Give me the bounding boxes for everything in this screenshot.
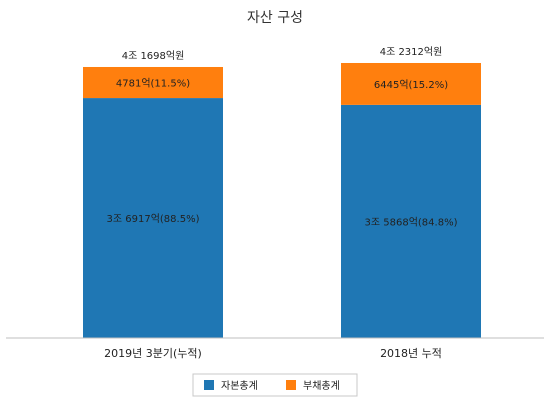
- segment-label-liabilities-1: 6445억(15.2%): [374, 79, 448, 91]
- bar-segment-liabilities-1[interactable]: [341, 62, 481, 105]
- legend-swatch-equity[interactable]: [204, 380, 214, 390]
- bar-segment-liabilities-0[interactable]: [83, 66, 223, 99]
- legend-label-liabilities[interactable]: 부채총계: [303, 380, 340, 392]
- bar-segment-equity-1[interactable]: [341, 104, 481, 338]
- category-labels: 2019년 3분기(누적) 2018년 누적: [104, 347, 442, 360]
- chart-title: 자산 구성: [247, 10, 303, 26]
- legend-box: [192, 373, 358, 397]
- segment-label-liabilities-0: 4781억(11.5%): [116, 78, 190, 90]
- legend[interactable]: 자본총계 부채총계: [192, 373, 358, 397]
- labels-layer: 3조 6917억(88.5%) 4781억(11.5%) 4조 1698억원 3조 5…: [107, 46, 458, 228]
- category-label-0: 2019년 3분기(누적): [104, 347, 202, 360]
- category-label-1: 2018년 누적: [380, 347, 442, 360]
- legend-label-equity[interactable]: 자본총계: [221, 380, 258, 392]
- total-label-0: 4조 1698억원: [122, 50, 185, 62]
- bar-segment-equity-0[interactable]: [83, 98, 223, 338]
- legend-items: 자본총계 부채총계: [204, 380, 340, 392]
- total-label-1: 4조 2312억원: [380, 46, 443, 58]
- segment-label-equity-1: 3조 5868억(84.8%): [365, 216, 458, 228]
- segment-label-equity-0: 3조 6917억(88.5%): [107, 213, 200, 225]
- bars-layer: [83, 62, 481, 338]
- legend-swatch-liabilities[interactable]: [286, 380, 296, 390]
